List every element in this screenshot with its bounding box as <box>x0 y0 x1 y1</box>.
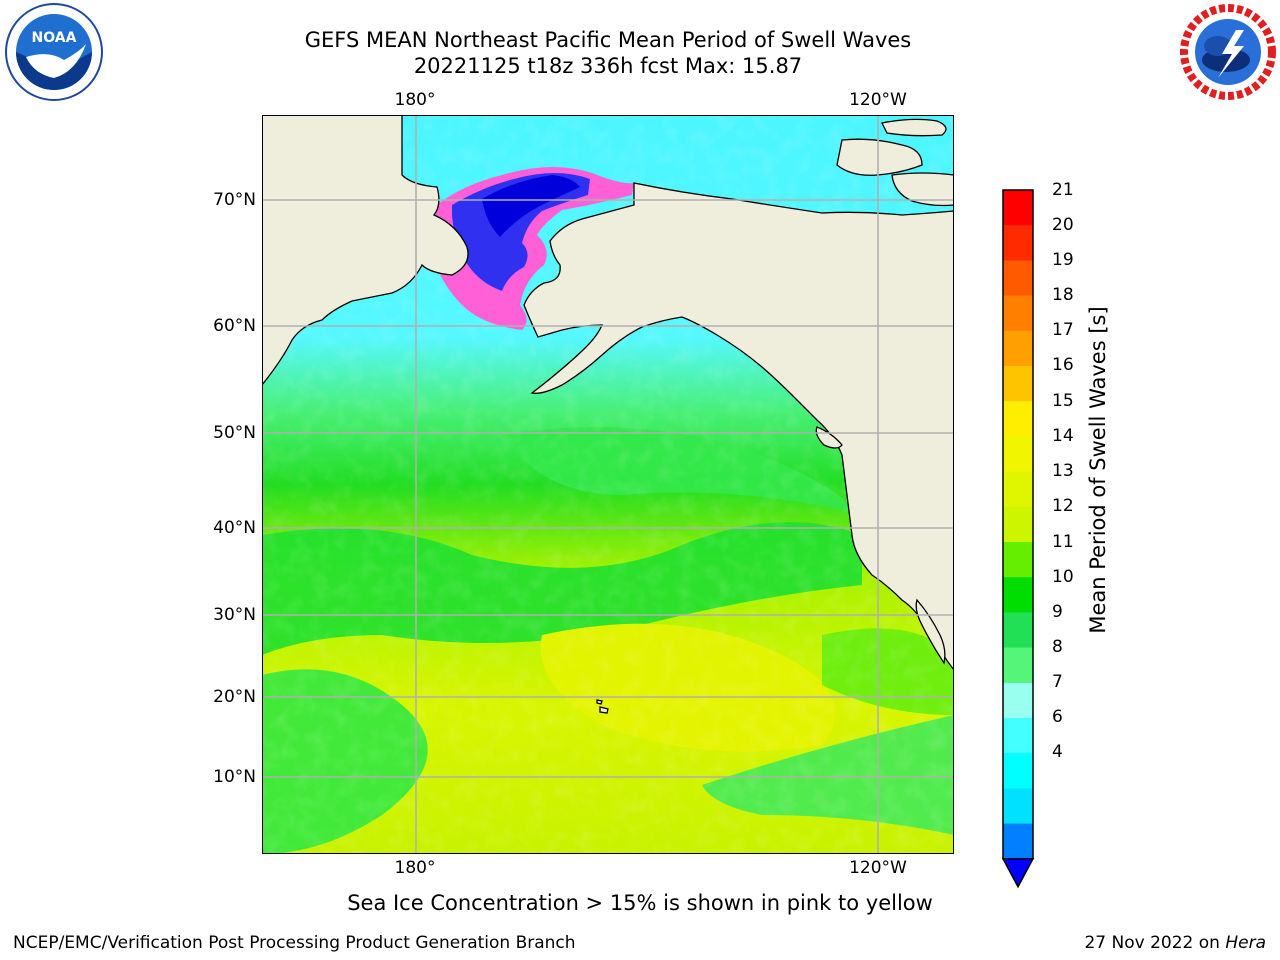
noaa-logo: NOAA <box>5 3 103 101</box>
footer-host: Hera <box>1225 933 1266 953</box>
lat-label-40n: 40°N <box>213 518 256 538</box>
colorbar-tick: 20 <box>1052 215 1074 235</box>
colorbar-tick: 15 <box>1052 391 1074 411</box>
sea-ice-note: Sea Ice Concentration > 15% is shown in … <box>347 891 933 915</box>
colorbar-segment <box>1003 436 1033 473</box>
footer-credit: NCEP/EMC/Verification Post Processing Pr… <box>13 933 576 953</box>
footer-date-text: 27 Nov 2022 on <box>1084 933 1226 953</box>
map-gridlines <box>262 115 954 854</box>
colorbar-tick: 6 <box>1052 707 1063 727</box>
colorbar-segment <box>1003 471 1033 508</box>
chart-subtitle: 20221125 t18z 336h fcst Max: 15.87 <box>413 54 803 78</box>
colorbar-tick: 19 <box>1052 250 1074 270</box>
colorbar-tick: 4 <box>1052 742 1063 762</box>
colorbar-segment <box>1003 225 1033 261</box>
colorbar-segment <box>1003 260 1033 297</box>
colorbar-tick: 10 <box>1052 567 1074 587</box>
colorbar-tick: 8 <box>1052 637 1063 657</box>
lat-label-20n: 20°N <box>213 687 256 707</box>
colorbar-segment <box>1003 612 1033 649</box>
colorbar-segment <box>1003 506 1033 543</box>
colorbar-segment <box>1003 788 1033 825</box>
colorbar-segment <box>1003 366 1033 402</box>
lat-label-70n: 70°N <box>213 190 256 210</box>
colorbar-segment <box>1003 542 1033 578</box>
colorbar <box>1001 189 1035 889</box>
footer-date: 27 Nov 2022 on Hera <box>1084 932 1266 954</box>
colorbar-tick: 18 <box>1052 285 1074 305</box>
colorbar-segment <box>1003 682 1033 719</box>
colorbar-label: Mean Period of Swell Waves [s] <box>1086 306 1110 634</box>
colorbar-segment <box>1003 190 1033 226</box>
colorbar-extension <box>1001 858 1035 889</box>
colorbar-outline <box>1002 189 1034 860</box>
lat-label-50n: 50°N <box>213 423 256 443</box>
lat-label-60n: 60°N <box>213 316 256 336</box>
colorbar-segment <box>1003 330 1033 367</box>
colorbar-tick: 12 <box>1052 496 1074 516</box>
svg-text:NOAA: NOAA <box>32 30 77 46</box>
colorbar-tick: 14 <box>1052 426 1074 446</box>
lon-label-bottom-180: 180° <box>394 858 436 878</box>
colorbar-tick: 11 <box>1052 532 1074 552</box>
colorbar-segment <box>1003 718 1033 754</box>
colorbar-tick: 13 <box>1052 461 1074 481</box>
colorbar-tick: 21 <box>1052 180 1074 200</box>
colorbar-tick: 17 <box>1052 320 1074 340</box>
colorbar-segment <box>1003 577 1033 613</box>
colorbar-segment <box>1003 295 1033 332</box>
colorbar-segment <box>1003 647 1033 684</box>
colorbar-segment <box>1003 401 1033 437</box>
colorbar-segment <box>1003 753 1033 789</box>
colorbar-tick: 16 <box>1052 355 1074 375</box>
colorbar-tick: 7 <box>1052 672 1063 692</box>
lon-label-bottom-120w: 120°W <box>849 858 907 878</box>
map-panel <box>262 115 954 854</box>
colorbar-segment <box>1003 823 1033 860</box>
chart-title: GEFS MEAN Northeast Pacific Mean Period … <box>304 28 912 52</box>
lon-label-top-180: 180° <box>394 90 436 110</box>
sea-ice-region <box>428 166 634 330</box>
nws-logo <box>1180 4 1276 100</box>
lat-label-10n: 10°N <box>213 767 256 787</box>
lat-label-30n: 30°N <box>213 605 256 625</box>
swell-period-map <box>262 115 954 854</box>
colorbar-tick: 9 <box>1052 602 1063 622</box>
lon-label-top-120w: 120°W <box>849 90 907 110</box>
